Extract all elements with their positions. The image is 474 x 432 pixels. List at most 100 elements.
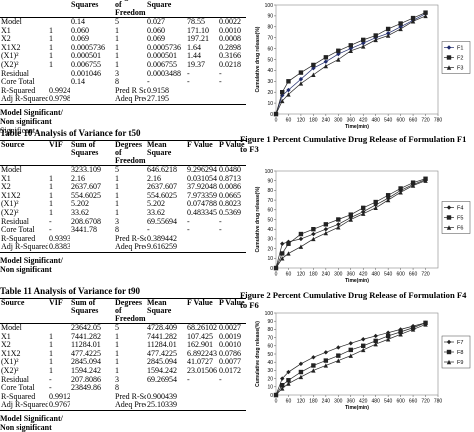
data-point <box>446 349 452 355</box>
data-point <box>336 222 341 227</box>
table-cell: 23642.05 <box>71 323 101 332</box>
table-cell: 0.0019 <box>219 332 241 341</box>
table-cell: (X2)² <box>1 60 19 69</box>
x-tick-label: 660 <box>409 272 418 278</box>
table-cell: 554.6025 <box>71 191 101 200</box>
table-cell: R-Squared <box>1 86 36 95</box>
x-tick-label: 0 <box>275 118 278 124</box>
x-tick-label: 240 <box>322 118 331 124</box>
table-cell: 1 <box>49 35 53 44</box>
table-cell: 37.92048 <box>187 183 217 192</box>
x-tick-label: 360 <box>347 272 356 278</box>
table-cell: 0.389442 <box>147 234 177 243</box>
table-cell: 0.031054 <box>187 174 217 183</box>
x-tick-label: 300 <box>334 272 343 278</box>
data-point <box>323 227 329 232</box>
table-cell: 8 <box>115 78 119 87</box>
data-point <box>385 33 391 38</box>
x-tick-label: 480 <box>372 118 381 124</box>
table-cell: - <box>187 217 190 226</box>
table-title: Table 10 Analysis of Variance for t50 <box>0 128 141 138</box>
table-cell <box>186 393 218 402</box>
table-cell: 33.62 <box>147 208 165 217</box>
table-cell: Model <box>1 165 22 174</box>
table-cell: - <box>49 384 52 393</box>
table-cell <box>218 87 246 96</box>
data-point <box>298 244 304 249</box>
data-point <box>323 222 329 227</box>
figure: 0 10 20 30 40 50 60 70 80 90 100 0 60 120 180 240 300 360… <box>255 311 471 411</box>
header-cell: Sum of Squares <box>71 140 99 157</box>
table-cell: (X1)² <box>1 52 19 61</box>
table-cell: R-Squared <box>1 234 36 243</box>
data-point <box>336 358 341 363</box>
data-point <box>286 369 291 375</box>
data-point <box>348 341 353 346</box>
table-cell: 5 <box>115 323 119 332</box>
table-cell: 1 <box>115 341 119 350</box>
legend-label: F3 <box>457 66 463 72</box>
table-cell <box>48 70 70 79</box>
data-point <box>273 392 279 398</box>
table-cell: 1 <box>115 332 119 341</box>
legend-label: F2 <box>457 56 463 62</box>
data-point <box>423 178 428 183</box>
table-cell: 7441.282 <box>71 332 101 341</box>
table-cell <box>70 393 114 402</box>
table-cell: X1 <box>1 26 11 35</box>
data-point <box>373 338 378 344</box>
data-point <box>410 327 416 332</box>
table-row: (X1)² 1 0.000501 1 0.000501 1.44 0.3166 <box>0 52 246 61</box>
header-row: Source VIF Sum of Squares Degrees of Freedo… <box>0 298 246 324</box>
data-point <box>423 13 428 19</box>
table-cell: 0.001046 <box>71 69 101 78</box>
header-cell: P Value <box>219 298 245 307</box>
table-cell <box>70 95 114 104</box>
table-cell: 23849.86 <box>71 384 101 393</box>
table-cell: 0.14 <box>71 78 85 87</box>
data-point <box>373 341 378 347</box>
table-row: X1X2 1 0.0005736 1 0.0005736 1.64 0.2898 <box>0 44 246 53</box>
y-axis-label: Cumulative drug release(%) <box>255 186 261 252</box>
table-cell: - <box>187 69 190 78</box>
table-cell: (X2)² <box>1 208 19 217</box>
table-cell: Pred R Squared <box>115 86 146 95</box>
y-tick-label: 30 <box>267 368 273 374</box>
y-tick-label: 10 <box>267 101 273 107</box>
x-tick-label: 600 <box>396 399 405 405</box>
data-point <box>311 236 316 242</box>
x-tick-label: 420 <box>359 118 368 124</box>
data-point <box>311 368 316 373</box>
table-cell: 0.8023 <box>219 200 241 209</box>
table-row: (X1)² 1 2845.094 1 2845.094 41.0727 0.0077 <box>0 358 246 367</box>
table-cell: 3 <box>115 217 119 226</box>
table-cell: 9.616259 <box>147 243 177 252</box>
data-point <box>446 205 452 210</box>
table-cell: Model <box>1 17 22 26</box>
table-row: Core Total 0.14 8 - - - <box>0 78 246 87</box>
table-cell: 1 <box>49 43 53 52</box>
x-tick-label: 720 <box>421 399 430 405</box>
y-tick-label: 60 <box>267 344 273 350</box>
data-point <box>398 332 403 337</box>
header-cell: Mean Square <box>147 298 172 315</box>
data-point <box>311 231 316 237</box>
data-point <box>336 57 341 62</box>
data-point <box>286 92 291 97</box>
data-point <box>323 59 329 64</box>
table-cell: 1 <box>115 200 119 209</box>
y-tick-label: 40 <box>267 360 273 366</box>
table-cell: 2637.607 <box>71 183 101 192</box>
data-point <box>280 382 285 388</box>
data-point <box>373 199 378 205</box>
data-point <box>446 225 452 230</box>
header-cell: Degrees of Freedom <box>115 140 146 165</box>
y-tick-label: 50 <box>267 217 273 223</box>
data-point <box>373 33 378 38</box>
x-tick-label: 120 <box>297 399 306 405</box>
x-tick-label: 360 <box>347 118 356 124</box>
table-cell: 69.26954 <box>147 375 177 384</box>
table-cell <box>70 235 114 244</box>
